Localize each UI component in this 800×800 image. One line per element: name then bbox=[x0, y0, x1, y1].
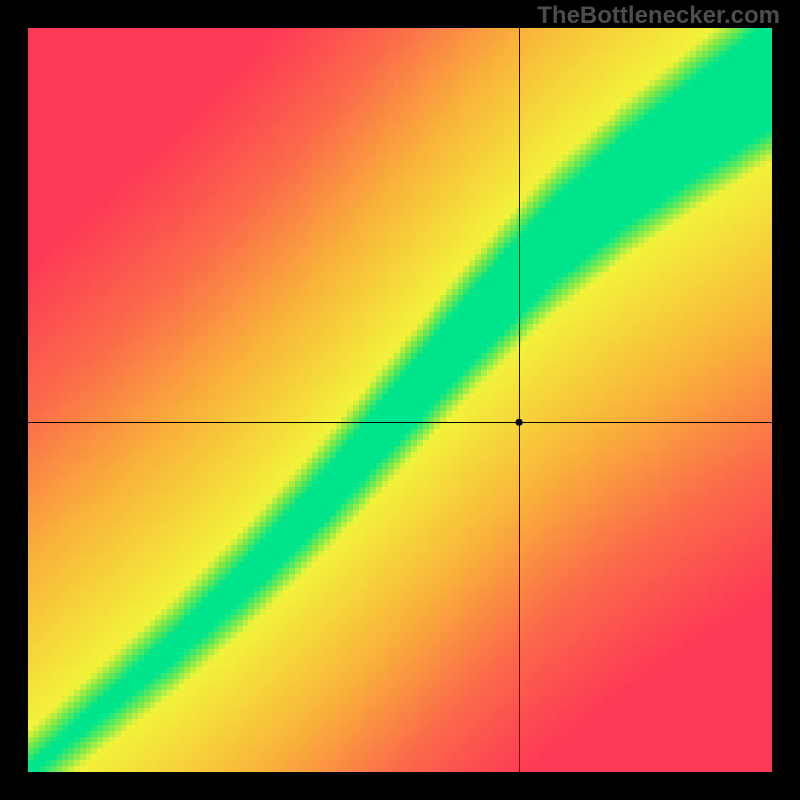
watermark-text: TheBottlenecker.com bbox=[537, 2, 780, 30]
chart-container: TheBottlenecker.com bbox=[0, 0, 800, 800]
bottleneck-heatmap bbox=[28, 28, 772, 772]
